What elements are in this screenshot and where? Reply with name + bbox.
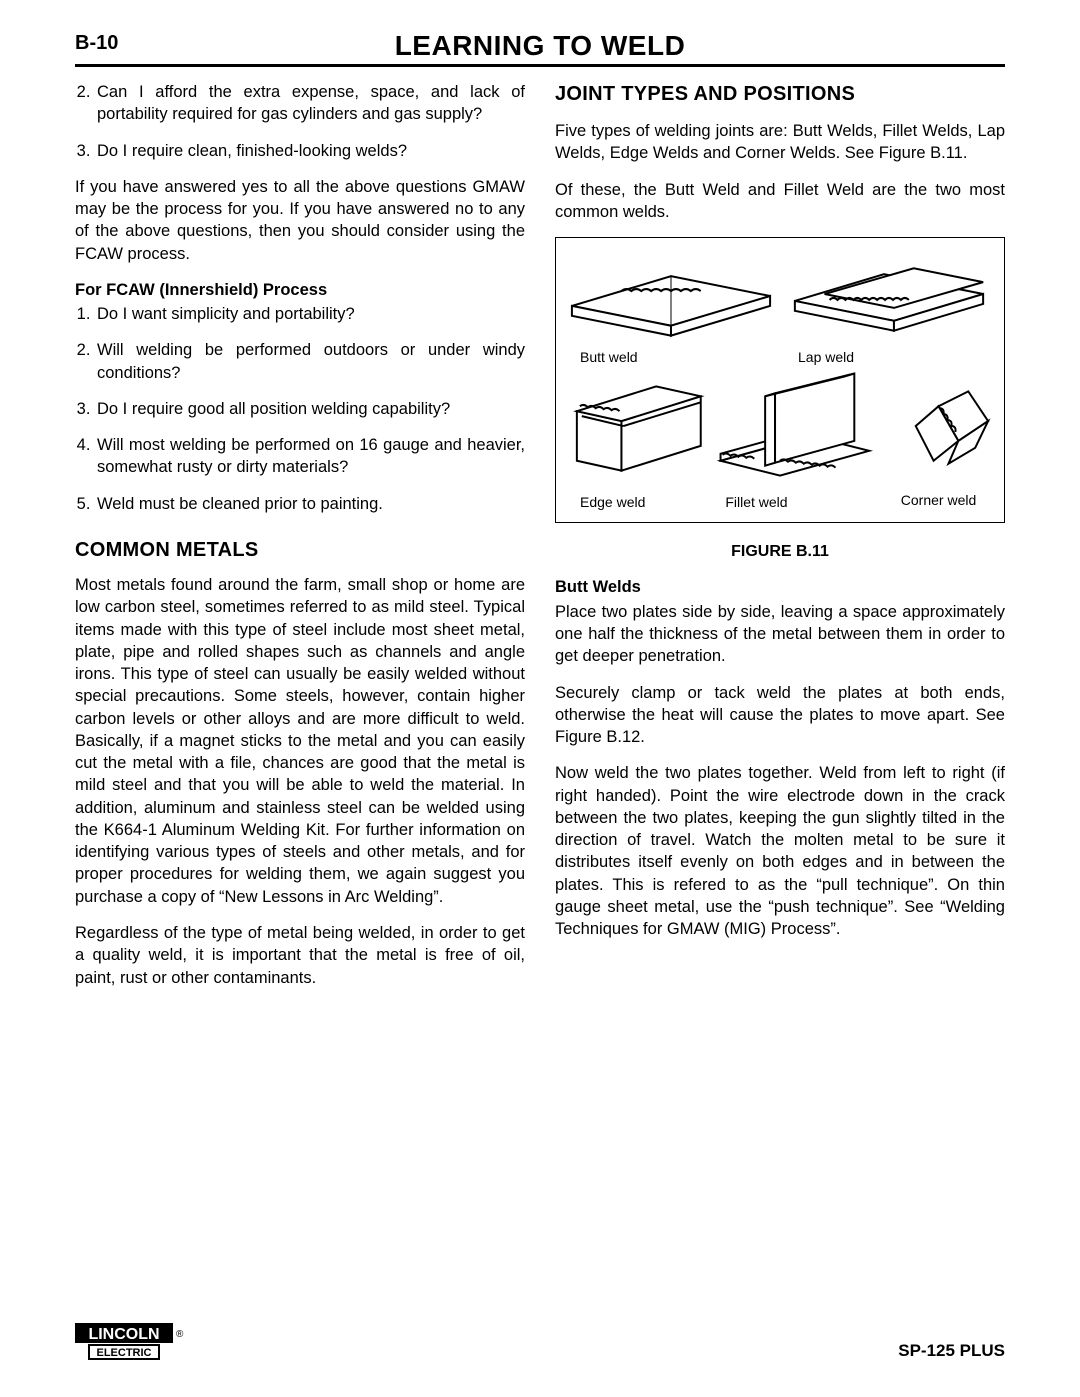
paragraph: Regardless of the type of metal being we…: [75, 922, 525, 989]
list-item: Will welding be performed outdoors or un…: [95, 339, 525, 384]
paragraph: Most metals found around the farm, small…: [75, 574, 525, 908]
weld-diagram-bottom-row: [562, 371, 998, 491]
fcaw-questions: Do I want simplicity and portability? Wi…: [75, 303, 525, 515]
figure-caption: FIGURE B.11: [555, 541, 1005, 563]
page-title: LEARNING TO WELD: [75, 30, 1005, 62]
joint-types-head: JOINT TYPES AND POSITIONS: [555, 81, 1005, 108]
page-number: B-10: [75, 32, 118, 55]
page-header: B-10 LEARNING TO WELD: [75, 30, 1005, 67]
right-column: JOINT TYPES AND POSITIONS Five types of …: [555, 81, 1005, 1003]
butt-welds-subhead: Butt Welds: [555, 576, 1005, 598]
list-item: Weld must be cleaned prior to painting.: [95, 493, 525, 515]
figure-b11: Butt weld Lap weld: [555, 237, 1005, 523]
lincoln-logo: LINCOLN ® ELECTRIC: [75, 1321, 185, 1361]
figure-label: Corner weld: [879, 491, 998, 510]
figure-label-row: Butt weld Lap weld: [562, 346, 998, 371]
list-item: Will most welding be performed on 16 gau…: [95, 434, 525, 479]
figure-label-row: Edge weld Fillet weld Corner weld: [562, 491, 998, 516]
paragraph: If you have answered yes to all the abov…: [75, 176, 525, 265]
fcaw-subhead: For FCAW (Innershield) Process: [75, 279, 525, 301]
paragraph: Securely clamp or tack weld the plates a…: [555, 682, 1005, 749]
list-item: Do I want simplicity and portability?: [95, 303, 525, 325]
list-item: Do I require good all position welding c…: [95, 398, 525, 420]
figure-label: Lap weld: [780, 346, 998, 371]
content-columns: Can I afford the extra expense, space, a…: [75, 81, 1005, 1003]
weld-diagram-top-row: [562, 246, 998, 346]
paragraph: Place two plates side by side, leaving a…: [555, 601, 1005, 668]
svg-text:®: ®: [176, 1329, 184, 1340]
figure-label: Butt weld: [562, 346, 780, 371]
left-column: Can I afford the extra expense, space, a…: [75, 81, 525, 1003]
common-metals-head: COMMON METALS: [75, 537, 525, 564]
model-number: SP-125 PLUS: [898, 1341, 1005, 1361]
paragraph: Of these, the Butt Weld and Fillet Weld …: [555, 179, 1005, 224]
list-item: Do I require clean, finished-looking wel…: [95, 140, 525, 162]
logo-text-top: LINCOLN: [88, 1326, 159, 1343]
page: B-10 LEARNING TO WELD Can I afford the e…: [0, 0, 1080, 1397]
paragraph: Now weld the two plates together. Weld f…: [555, 762, 1005, 940]
logo-text-bottom: ELECTRIC: [97, 1347, 152, 1359]
figure-label: Edge weld: [562, 491, 707, 516]
figure-label: Fillet weld: [707, 491, 879, 516]
paragraph: Five types of welding joints are: Butt W…: [555, 120, 1005, 165]
page-footer: LINCOLN ® ELECTRIC SP-125 PLUS: [75, 1321, 1005, 1361]
gmaw-questions: Can I afford the extra expense, space, a…: [75, 81, 525, 162]
list-item: Can I afford the extra expense, space, a…: [95, 81, 525, 126]
